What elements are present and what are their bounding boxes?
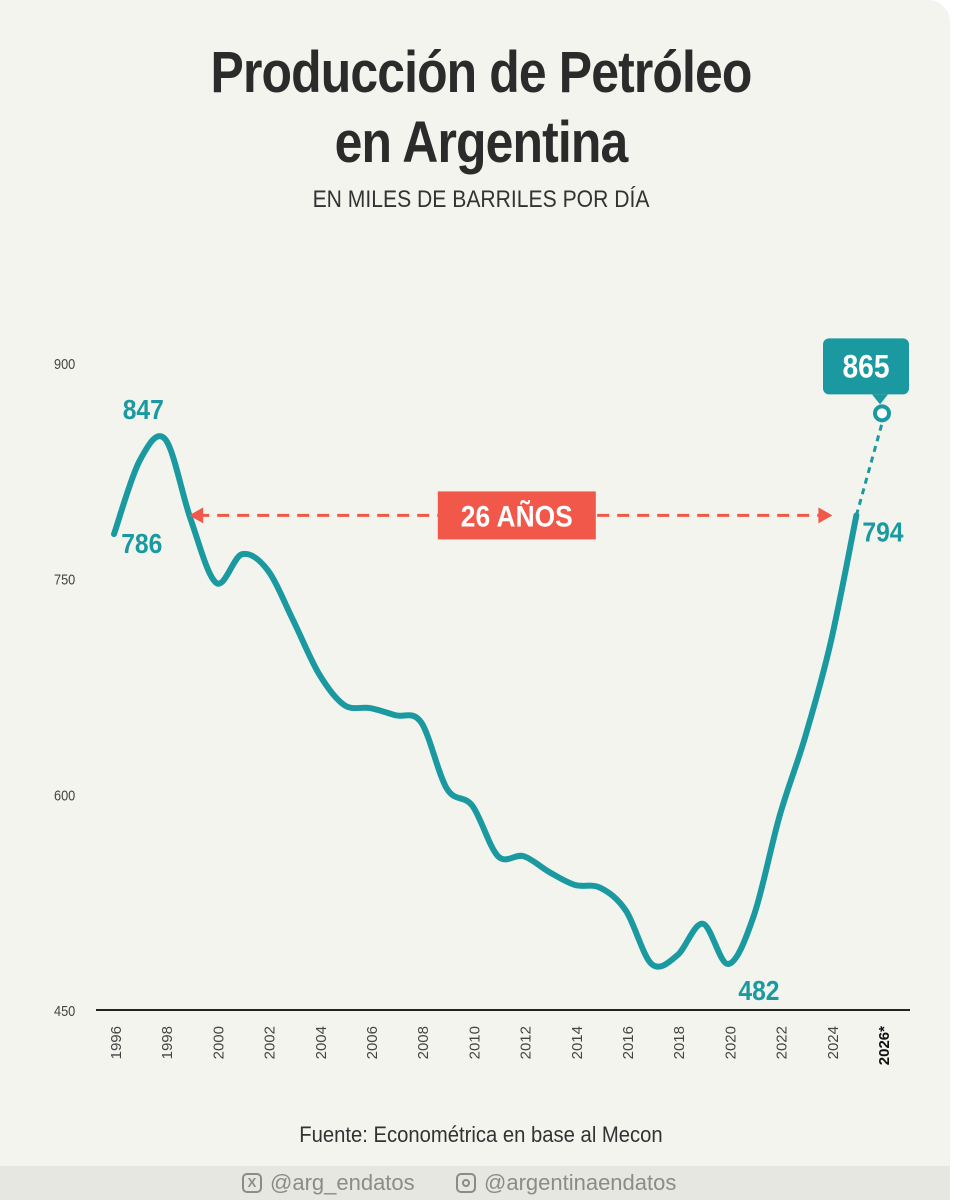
instagram-icon [456, 1173, 476, 1193]
x-tick-label: 2010 [466, 1026, 483, 1059]
title-line-2: en Argentina [334, 110, 629, 175]
footer-bar: X @arg_endatos @argentinaendatos [0, 1166, 950, 1200]
x-tick-label: 2022 [774, 1026, 791, 1059]
x-tick-label: 1996 [108, 1026, 125, 1059]
x-tick-label: 1998 [159, 1026, 176, 1059]
x-tick-label: 2012 [518, 1026, 535, 1059]
data-label-482: 482 [738, 975, 779, 1007]
data-label-badge-865 [823, 338, 909, 395]
series-line-main [111, 433, 860, 970]
data-label-badge-pointer [872, 394, 888, 405]
source-note: Fuente: Econométrica en base al Mecon [299, 1122, 663, 1147]
x-tick-label: 2020 [722, 1026, 739, 1059]
y-tick-label: 450 [54, 1002, 75, 1019]
twitter-handle[interactable]: X @arg_endatos [242, 1170, 415, 1196]
x-tick-label: 2026* [876, 1026, 893, 1065]
chart-title: Producción de Petróleo en Argentina [67, 38, 894, 178]
x-tick-label: 2004 [313, 1026, 330, 1059]
annotation-label: 26 AÑOS [461, 499, 573, 533]
y-tick-label: 900 [54, 355, 75, 372]
y-tick-label: 600 [54, 786, 75, 803]
twitter-handle-text: @arg_endatos [270, 1170, 415, 1195]
data-label-847: 847 [123, 394, 164, 426]
x-tick-label: 2018 [671, 1026, 688, 1059]
projection-point [873, 404, 891, 423]
y-tick-label: 750 [54, 571, 75, 588]
x-tick-label: 2008 [415, 1026, 432, 1059]
annotation-badge [437, 491, 596, 540]
title-line-1: Producción de Petróleo [210, 40, 753, 105]
data-label-865: 865 [843, 350, 890, 385]
series-line-projection [854, 422, 884, 516]
x-tick-label: 2000 [210, 1026, 227, 1059]
annotation-arrowhead-left [189, 507, 204, 524]
x-tick-label: 2002 [262, 1026, 279, 1059]
data-label-786: 786 [121, 527, 162, 559]
instagram-handle[interactable]: @argentinaendatos [456, 1170, 676, 1196]
instagram-handle-text: @argentinaendatos [484, 1170, 677, 1195]
x-tick-label: 2024 [825, 1026, 842, 1059]
chart-subtitle: EN MILES DE BARRILES POR DÍA [312, 186, 650, 213]
data-label-794: 794 [862, 516, 903, 548]
x-tick-label: 2016 [620, 1026, 637, 1059]
x-twitter-icon: X [242, 1173, 262, 1193]
x-tick-label: 2006 [364, 1026, 381, 1059]
x-tick-label: 2014 [569, 1026, 586, 1059]
annotation-arrowhead-right [818, 507, 833, 524]
